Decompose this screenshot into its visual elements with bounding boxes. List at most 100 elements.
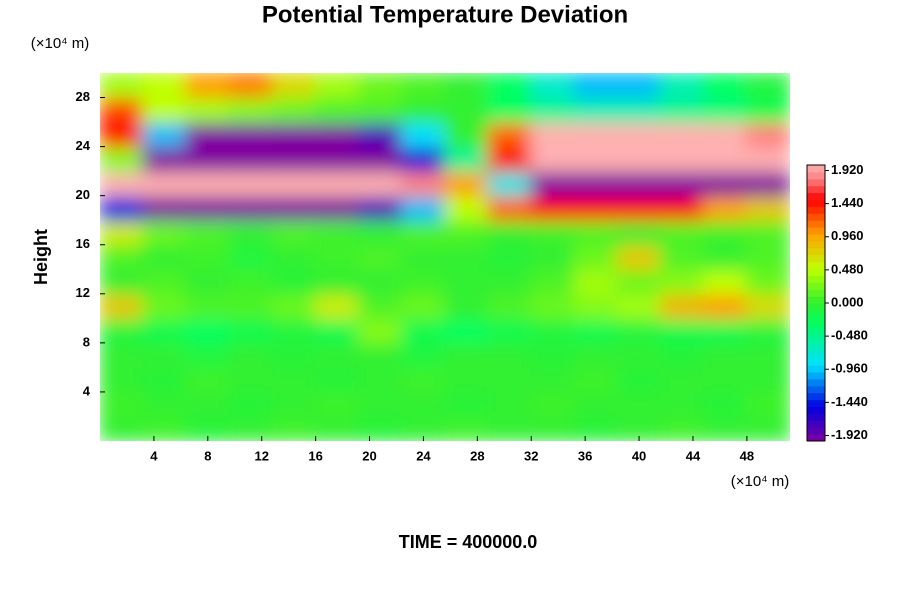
colorbar-band bbox=[807, 385, 825, 394]
heat-cell bbox=[702, 317, 748, 344]
colorbar-band bbox=[807, 399, 825, 407]
heat-cell bbox=[271, 194, 317, 222]
heat-cell bbox=[530, 366, 576, 393]
heat-cell bbox=[100, 292, 145, 320]
heat-cell bbox=[745, 317, 790, 344]
heat-cell bbox=[228, 121, 274, 148]
heat-cell bbox=[400, 73, 446, 99]
chart-title: Potential Temperature Deviation bbox=[262, 1, 628, 28]
heat-cell bbox=[400, 243, 446, 271]
colorbar-band bbox=[807, 275, 825, 283]
heat-cell bbox=[142, 292, 188, 320]
heat-cell bbox=[314, 292, 360, 320]
heat-cell bbox=[530, 415, 576, 441]
colorbar-band bbox=[807, 337, 825, 345]
heat-cell bbox=[444, 243, 490, 271]
heat-cell bbox=[228, 366, 274, 393]
heat-cell bbox=[573, 317, 619, 344]
heat-cell bbox=[616, 292, 662, 320]
heat-cell bbox=[702, 390, 748, 418]
heat-cell bbox=[142, 145, 188, 173]
heat-cell bbox=[659, 219, 705, 246]
heat-cell bbox=[271, 317, 317, 344]
heat-cell bbox=[314, 219, 360, 246]
heat-cell bbox=[702, 268, 748, 295]
heat-cell bbox=[616, 268, 662, 295]
heat-cell bbox=[745, 366, 790, 393]
y-tick-label: 16 bbox=[76, 236, 90, 251]
x-tick-label: 12 bbox=[254, 448, 268, 463]
heat-cell bbox=[616, 170, 662, 197]
heat-cell bbox=[745, 194, 790, 222]
heat-cell bbox=[100, 390, 145, 418]
heat-cell bbox=[530, 170, 576, 197]
heat-cell bbox=[271, 243, 317, 271]
y-tick-label: 20 bbox=[76, 187, 90, 202]
heat-cell bbox=[142, 341, 188, 369]
heat-cell bbox=[573, 96, 619, 124]
heat-cell bbox=[487, 73, 533, 99]
x-tick-label: 28 bbox=[470, 448, 484, 463]
heat-cell bbox=[659, 415, 705, 441]
colorbar-band bbox=[807, 234, 825, 242]
heat-cell bbox=[357, 96, 403, 124]
heat-cell bbox=[487, 194, 533, 222]
heat-cell bbox=[659, 145, 705, 173]
x-tick-label: 36 bbox=[578, 448, 592, 463]
heat-cell bbox=[659, 96, 705, 124]
heat-cell bbox=[400, 170, 446, 197]
heat-cell bbox=[100, 170, 145, 197]
heat-cell bbox=[228, 73, 274, 99]
heat-cell bbox=[702, 292, 748, 320]
heat-cell bbox=[142, 317, 188, 344]
heat-cell bbox=[745, 390, 790, 418]
heat-cell bbox=[745, 292, 790, 320]
heat-cell bbox=[100, 268, 145, 295]
colorbar-band bbox=[807, 261, 825, 269]
heat-cell bbox=[142, 73, 188, 99]
y-tick-label: 24 bbox=[76, 138, 91, 153]
heat-cell bbox=[314, 96, 360, 124]
heat-cell bbox=[444, 194, 490, 222]
heat-cell bbox=[100, 243, 145, 271]
heat-cell bbox=[400, 390, 446, 418]
heat-cell bbox=[271, 170, 317, 197]
heat-cell bbox=[444, 268, 490, 295]
heat-cell bbox=[357, 73, 403, 99]
heat-cell bbox=[702, 145, 748, 173]
heat-cell bbox=[530, 145, 576, 173]
colorbar-band bbox=[807, 316, 825, 325]
heat-cell bbox=[185, 243, 231, 271]
heat-cell bbox=[357, 292, 403, 320]
heat-cell bbox=[444, 145, 490, 173]
heat-cell bbox=[659, 194, 705, 222]
heat-cell bbox=[530, 390, 576, 418]
axes: 4 8 12 16 20 24 28 32 36 40 44 484812162024281.9201… bbox=[76, 89, 868, 463]
heat-cell bbox=[357, 341, 403, 369]
heat-cell bbox=[530, 317, 576, 344]
heat-cell bbox=[444, 341, 490, 369]
heat-cell bbox=[357, 243, 403, 271]
heat-cell bbox=[271, 73, 317, 99]
x-tick-label: 20 bbox=[362, 448, 376, 463]
heat-cell bbox=[100, 73, 145, 99]
heat-cell bbox=[228, 390, 274, 418]
heat-cell bbox=[228, 292, 274, 320]
heat-cell bbox=[702, 73, 748, 99]
heat-cell bbox=[659, 121, 705, 148]
heat-cell bbox=[228, 219, 274, 246]
heat-cell bbox=[142, 243, 188, 271]
heat-cell bbox=[185, 317, 231, 344]
colorbar-band bbox=[807, 351, 825, 359]
heat-cell bbox=[487, 96, 533, 124]
heat-cell bbox=[745, 341, 790, 369]
heat-cell bbox=[271, 390, 317, 418]
y-unit: (×10⁴ m) bbox=[31, 35, 90, 52]
x-unit: (×10⁴ m) bbox=[731, 473, 790, 490]
heat-cell bbox=[100, 145, 145, 173]
heat-cell bbox=[271, 268, 317, 295]
x-tick-label: 44 bbox=[686, 448, 701, 463]
heat-cell bbox=[745, 268, 790, 295]
heat-cell bbox=[185, 96, 231, 124]
heat-cell bbox=[745, 73, 790, 99]
